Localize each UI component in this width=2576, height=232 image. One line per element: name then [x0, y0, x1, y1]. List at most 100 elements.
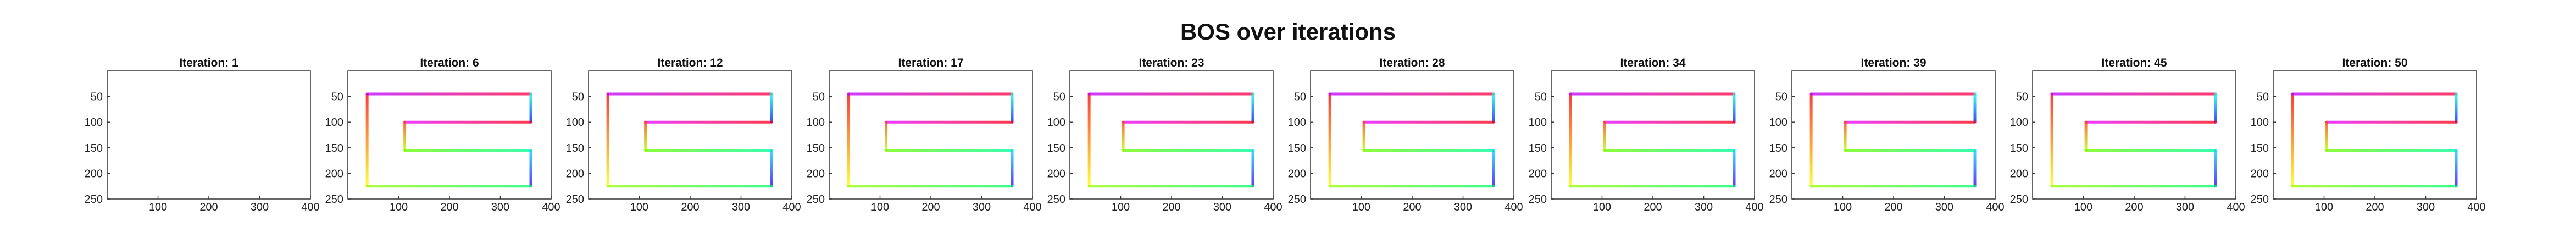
y-tick-label: 100	[1529, 117, 1547, 129]
panel-title: Iteration: 28	[1379, 57, 1445, 69]
y-tick-label: 50	[1535, 91, 1547, 103]
panel-title: Iteration: 12	[657, 57, 723, 69]
y-tick-label: 200	[566, 168, 584, 180]
y-tick-label: 100	[1047, 117, 1065, 129]
x-tick-label: 100	[1834, 201, 1852, 213]
axes-box	[588, 70, 792, 200]
axes-box	[1069, 70, 1274, 200]
axes-box	[2273, 70, 2477, 200]
y-tick-label: 150	[1769, 142, 1787, 154]
panel-39: Iteration: 39 50 100 150 200 250 100 200 300 400	[1769, 57, 2005, 213]
axes-box	[829, 70, 1033, 200]
y-tick-label: 100	[2010, 117, 2028, 129]
x-tick-label: 400	[1745, 201, 1763, 213]
x-tick-label: 100	[871, 201, 889, 213]
x-tick-label: 200	[921, 201, 940, 213]
y-tick-label: 150	[2251, 142, 2269, 154]
y-tick-label: 50	[91, 91, 103, 103]
panel-title: Iteration: 34	[1620, 57, 1685, 69]
x-tick-label: 400	[542, 201, 560, 213]
x-tick-label: 400	[1264, 201, 1282, 213]
y-tick-label: 100	[807, 117, 825, 129]
y-tick-label: 50	[813, 91, 825, 103]
x-tick-label: 400	[301, 201, 319, 213]
y-tick-label: 200	[1529, 168, 1547, 180]
y-tick-label: 100	[325, 117, 343, 129]
x-tick-label: 400	[2227, 201, 2245, 213]
panel-50: Iteration: 50 50 100 150 200 250 100 200 300 400	[2251, 57, 2486, 213]
y-tick-label: 150	[1288, 142, 1306, 154]
axes-box	[1551, 70, 1755, 200]
panel-1: Iteration: 1 50 100 150 200 250 100 200 300 400	[85, 57, 320, 213]
y-tick-label: 250	[566, 194, 584, 206]
x-tick-label: 200	[1644, 201, 1662, 213]
panel-title: Iteration: 23	[1139, 57, 1204, 69]
x-tick-label: 200	[440, 201, 458, 213]
axes-box	[1310, 70, 1514, 200]
x-tick-label: 100	[149, 201, 167, 213]
figure-title: BOS over iterations	[1180, 19, 1396, 45]
y-tick-label: 200	[2010, 168, 2028, 180]
panel-23: Iteration: 23 50 100 150 200 250 100 200 300 400	[1047, 57, 1283, 213]
x-tick-label: 200	[1884, 201, 1902, 213]
panel-28: Iteration: 28 50 100 150 200 250 100 200 300 400	[1288, 57, 1523, 213]
panel-title: Iteration: 39	[1861, 57, 1926, 69]
x-tick-label: 300	[973, 201, 991, 213]
x-tick-label: 100	[1112, 201, 1130, 213]
y-tick-label: 100	[1769, 117, 1787, 129]
y-tick-label: 250	[1529, 194, 1547, 206]
y-tick-label: 200	[2251, 168, 2269, 180]
y-tick-label: 150	[1529, 142, 1547, 154]
y-tick-label: 50	[1053, 91, 1065, 103]
x-tick-label: 200	[1162, 201, 1180, 213]
x-tick-label: 300	[1935, 201, 1953, 213]
x-tick-label: 100	[630, 201, 648, 213]
y-tick-label: 100	[1288, 117, 1306, 129]
y-tick-label: 150	[85, 142, 103, 154]
x-tick-label: 100	[2315, 201, 2333, 213]
y-tick-label: 100	[566, 117, 584, 129]
y-tick-label: 250	[1288, 194, 1306, 206]
y-tick-label: 250	[85, 194, 103, 206]
panel-17: Iteration: 17 50 100 150 200 250 100 200 300 400	[807, 57, 1042, 213]
y-tick-label: 250	[2010, 194, 2028, 206]
x-tick-label: 100	[1352, 201, 1370, 213]
y-tick-label: 100	[85, 117, 103, 129]
y-tick-label: 250	[807, 194, 825, 206]
panel-12: Iteration: 12 50 100 150 200 250 100 200 300 400	[566, 57, 801, 213]
x-tick-label: 100	[1593, 201, 1611, 213]
y-tick-label: 150	[2010, 142, 2028, 154]
x-tick-label: 200	[1403, 201, 1421, 213]
y-tick-label: 200	[85, 168, 103, 180]
panel-title: Iteration: 50	[2342, 57, 2407, 69]
y-tick-label: 200	[1288, 168, 1306, 180]
x-tick-label: 400	[1504, 201, 1523, 213]
x-tick-label: 300	[251, 201, 269, 213]
y-tick-label: 150	[807, 142, 825, 154]
y-tick-label: 250	[1769, 194, 1787, 206]
panel-34: Iteration: 34 50 100 150 200 250 100 200 300 400	[1529, 57, 1764, 213]
panel-title: Iteration: 6	[420, 57, 479, 69]
axes-box	[2032, 70, 2236, 200]
y-tick-label: 50	[331, 91, 343, 103]
x-tick-label: 400	[782, 201, 801, 213]
x-tick-label: 300	[2176, 201, 2194, 213]
x-tick-label: 100	[390, 201, 408, 213]
panel-6: Iteration: 6 50 100 150 200 250 100 200 300 400	[325, 57, 560, 213]
x-tick-label: 100	[2074, 201, 2092, 213]
x-tick-label: 400	[2467, 201, 2485, 213]
x-tick-label: 300	[1213, 201, 1231, 213]
y-tick-label: 100	[2251, 117, 2269, 129]
x-tick-label: 300	[1695, 201, 1713, 213]
y-tick-label: 200	[1047, 168, 1065, 180]
x-tick-label: 300	[2417, 201, 2435, 213]
y-tick-label: 50	[572, 91, 584, 103]
panel-title: Iteration: 1	[179, 57, 238, 69]
axes-box	[347, 70, 552, 200]
axes-box	[1791, 70, 1996, 200]
panel-title: Iteration: 17	[898, 57, 963, 69]
y-tick-label: 50	[1294, 91, 1306, 103]
x-tick-label: 400	[1986, 201, 2004, 213]
y-tick-label: 200	[807, 168, 825, 180]
y-tick-label: 150	[325, 142, 343, 154]
